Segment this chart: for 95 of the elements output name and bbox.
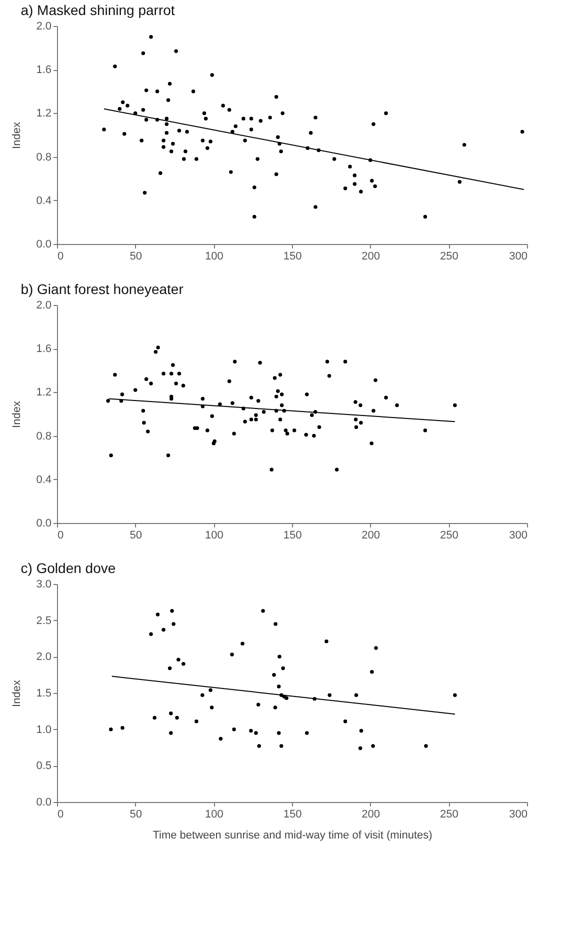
chart-title: b) Giant forest honeyeater [20, 281, 184, 297]
point [274, 622, 278, 626]
point [276, 684, 281, 688]
point [182, 662, 186, 666]
x-tick-label: 150 [283, 808, 302, 820]
chart-title: a) Masked shining parrot [20, 2, 175, 18]
y-tick-label: 2.0 [36, 300, 52, 312]
point [240, 642, 244, 646]
y-axis-title: Index [11, 400, 24, 428]
y-tick-label: 1.2 [36, 386, 52, 399]
x-tick-label: 200 [362, 250, 380, 262]
x-tick-label: 50 [130, 530, 142, 542]
point [254, 731, 258, 735]
x-tick-label: 250 [440, 530, 458, 542]
x-tick-label: 150 [283, 530, 302, 542]
y-tick-label: 0.4 [36, 474, 52, 486]
x-tick-label: 300 [509, 808, 528, 820]
y-tick-label: 1.6 [36, 343, 52, 356]
chart-title: c) Golden dove [20, 560, 116, 576]
y-tick-label: 1.6 [36, 64, 52, 76]
point [152, 716, 156, 720]
y-tick-label: 2.0 [36, 651, 52, 664]
x-tick-label: 100 [204, 250, 224, 262]
x-tick-label: 50 [130, 808, 142, 820]
point [120, 726, 124, 730]
y-tick-label: 0.8 [36, 151, 52, 164]
point [168, 666, 172, 670]
x-tick-label: 300 [509, 530, 528, 542]
y-tick-label: 0.0 [36, 796, 52, 808]
y-tick-label: 1.2 [36, 108, 52, 120]
point [218, 736, 223, 741]
y-tick-label: 3.0 [36, 578, 52, 590]
point [359, 728, 364, 733]
point [149, 632, 153, 636]
point [305, 731, 309, 735]
point [256, 702, 260, 706]
point [156, 612, 160, 616]
point [169, 711, 173, 716]
y-axis-title: Index [11, 680, 24, 707]
y-tick-label: 0.0 [36, 518, 52, 530]
point [249, 728, 253, 733]
point [257, 744, 261, 748]
x-tick-label: 50 [130, 250, 142, 262]
x-tick-label: 0 [58, 250, 64, 262]
y-tick-label: 0.8 [36, 430, 52, 442]
point [169, 731, 173, 735]
y-tick-label: 0.5 [36, 760, 52, 772]
point [230, 652, 234, 656]
x-tick-label: 0 [58, 530, 64, 542]
y-tick-label: 1.0 [36, 724, 52, 736]
x-axis-title: Time between sunrise and mid-way time of visit (minutes) [152, 830, 432, 842]
point [370, 670, 374, 674]
point [176, 658, 180, 662]
point [175, 716, 179, 720]
y-tick-label: 2.5 [36, 614, 52, 627]
point [272, 672, 276, 677]
point [279, 744, 284, 748]
point [276, 731, 281, 735]
y-tick-label: 2.0 [36, 20, 52, 32]
x-tick-label: 0 [58, 808, 64, 820]
y-tick-label: 0.0 [36, 238, 52, 250]
point [232, 727, 236, 732]
point [343, 719, 348, 724]
y-axis-title: Index [11, 122, 24, 149]
x-tick-label: 250 [440, 808, 458, 820]
y-tick-label: 1.5 [36, 688, 52, 700]
x-tick-label: 200 [362, 530, 380, 542]
point [281, 666, 285, 670]
point [358, 746, 362, 750]
x-tick-label: 200 [362, 808, 380, 820]
point [273, 706, 278, 710]
point [208, 688, 212, 692]
x-tick-label: 100 [204, 530, 224, 542]
point [109, 727, 113, 732]
y-tick-label: 0.4 [36, 194, 52, 207]
point [371, 744, 375, 748]
point [453, 693, 457, 698]
point [354, 693, 358, 698]
x-tick-label: 300 [509, 250, 528, 262]
point [170, 609, 174, 613]
point [424, 744, 428, 748]
x-tick-label: 150 [283, 250, 302, 262]
point [328, 693, 332, 698]
point [324, 640, 328, 644]
point [162, 628, 166, 632]
point [261, 609, 265, 613]
point [284, 696, 288, 700]
point [200, 693, 204, 698]
point [210, 706, 214, 710]
point [172, 622, 176, 626]
point [278, 654, 282, 659]
point [194, 719, 198, 724]
point [374, 646, 378, 650]
x-tick-label: 100 [204, 808, 224, 820]
x-tick-label: 250 [440, 250, 458, 262]
